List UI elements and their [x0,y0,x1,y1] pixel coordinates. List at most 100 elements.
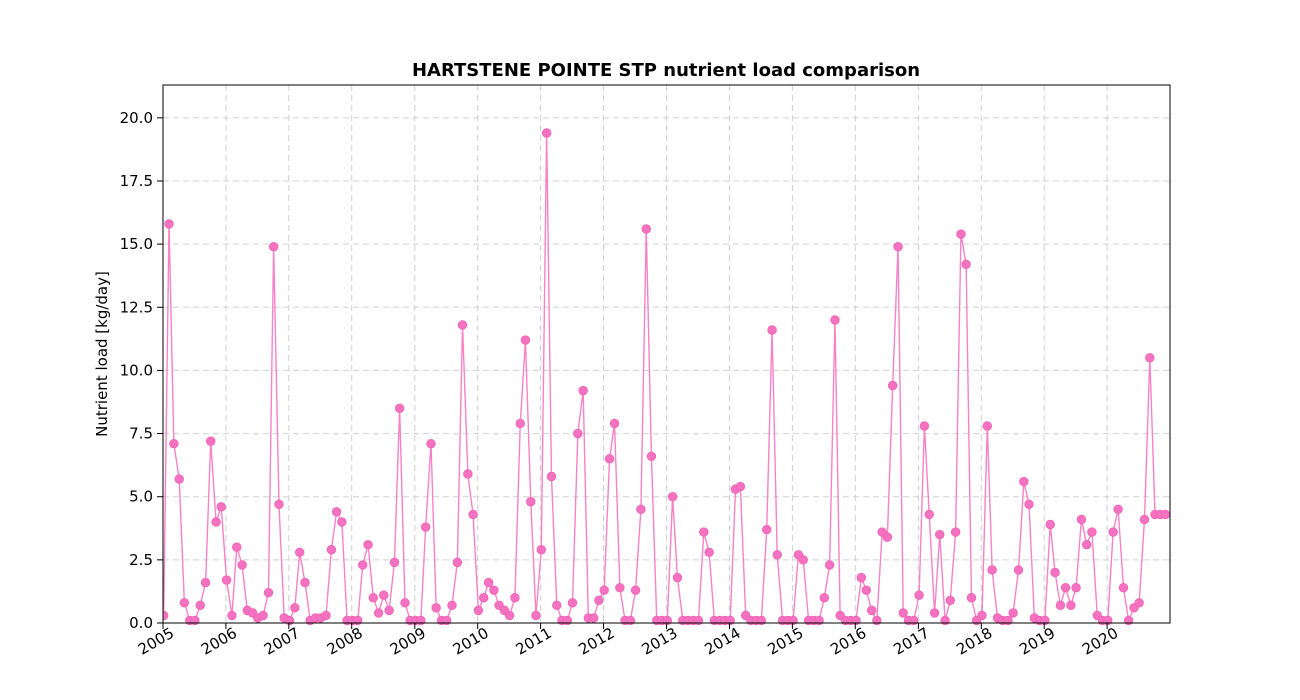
data-point [515,418,525,429]
x-tick-label: 2014 [702,624,744,659]
data-point [935,529,945,540]
data-point [294,547,305,557]
data-point [394,403,405,414]
data-point [578,385,588,396]
data-point [541,128,552,138]
y-tick-label: 20.0 [120,109,153,127]
data-point [363,540,373,550]
data-point [767,325,777,335]
data-point [982,421,993,431]
data-point [919,421,930,431]
y-tick-label: 2.5 [129,551,153,569]
data-point [1134,598,1144,608]
data-point [1071,582,1081,593]
data-point [379,590,389,600]
data-point [609,418,620,429]
series-layer [163,128,1171,625]
data-point [447,600,457,611]
data-point [735,481,746,492]
data-point [1055,600,1066,611]
data-point [420,522,431,532]
data-point [929,608,940,618]
data-point [772,550,782,560]
data-point [321,610,331,621]
x-tick-label: 2017 [890,624,932,659]
data-point [604,454,615,464]
data-point [206,436,216,446]
data-point [615,582,625,593]
data-point [824,560,835,570]
data-point [888,380,898,391]
data-point [546,471,557,482]
x-tick-label: 2012 [576,624,618,659]
data-point [1013,565,1024,575]
data-point [1145,353,1155,363]
data-point [1076,514,1087,525]
data-point [368,593,378,603]
data-point [373,608,384,618]
data-point [227,610,237,621]
data-point [258,610,268,621]
x-tick-label: 2013 [639,624,681,659]
data-point [594,595,604,605]
data-point [961,259,971,270]
y-tick-label: 12.5 [120,298,153,316]
data-point [221,575,232,585]
grid [162,85,1170,624]
data-point [977,610,987,621]
data-point [463,469,473,479]
data-point [174,474,184,484]
data-point [483,577,494,588]
data-point [567,598,578,608]
data-point [1008,608,1018,618]
data-point [588,613,599,623]
data-point [599,585,609,595]
data-point [195,600,205,611]
data-point [1118,582,1129,593]
data-point [268,241,279,252]
data-point [237,560,247,570]
data-point [945,595,955,605]
data-point [950,527,961,537]
data-point [641,224,651,234]
data-point [636,504,646,515]
y-tick-label: 17.5 [120,172,153,190]
data-point [169,438,179,449]
x-tick-label: 2016 [827,624,869,659]
data-point [163,610,169,621]
data-point [179,598,190,608]
data-point [882,532,893,542]
data-point [536,545,546,555]
data-point [520,335,531,345]
data-point [290,603,300,613]
data-point [274,499,284,509]
x-tick-label: 2008 [324,624,366,659]
data-point [573,428,583,439]
data-point [861,585,872,595]
data-point [552,600,562,611]
y-axis-label: Nutrient load [kg/day] [93,271,111,437]
data-point [1087,527,1097,537]
data-point [457,320,468,330]
data-point [164,219,174,229]
data-point [987,565,997,575]
data-point [426,438,436,449]
data-point [531,610,541,621]
x-tick-label: 2007 [261,624,303,659]
y-tick-label: 5.0 [129,488,153,506]
data-point [630,585,641,595]
data-point [1160,509,1171,520]
data-point [400,598,410,608]
data-point [510,593,520,603]
data-point [646,451,657,462]
data-point [331,507,342,517]
data-point [263,587,274,598]
y-tick-label: 10.0 [120,361,153,379]
data-point [326,545,337,555]
data-point [1139,514,1150,525]
data-point [479,593,489,603]
y-axis: 0.0 2.5 5.0 7.5 10.0 12.5 15.0 17.5 20.0 [120,109,163,632]
data-point [893,241,903,252]
data-point [667,492,678,502]
